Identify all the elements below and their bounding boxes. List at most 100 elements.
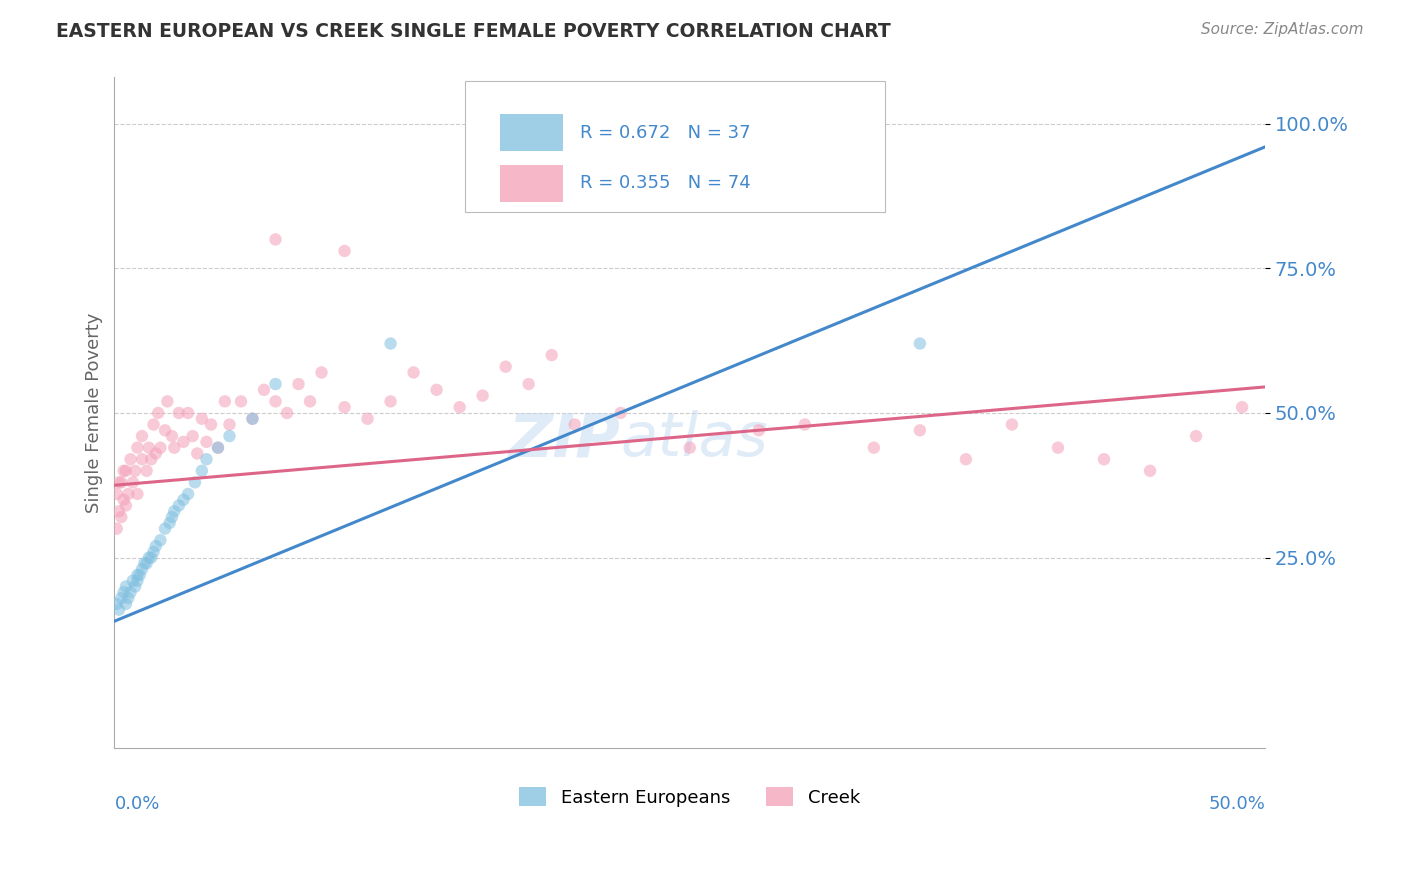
Point <box>264 394 287 409</box>
Point <box>679 441 702 455</box>
Point <box>115 580 138 594</box>
Point <box>115 499 138 513</box>
Point <box>181 429 204 443</box>
Point <box>471 389 494 403</box>
Point <box>167 406 190 420</box>
Point <box>177 406 200 420</box>
Point <box>153 522 176 536</box>
Point <box>184 475 207 490</box>
Point <box>264 377 287 392</box>
Point <box>127 568 149 582</box>
Point <box>110 510 132 524</box>
Point <box>135 464 157 478</box>
Point <box>131 452 153 467</box>
Point <box>127 487 149 501</box>
Point <box>159 516 181 530</box>
Text: 50.0%: 50.0% <box>1208 796 1265 814</box>
Text: 0.0%: 0.0% <box>114 796 160 814</box>
Point <box>177 487 200 501</box>
Point <box>134 557 156 571</box>
Point <box>264 232 287 246</box>
Point <box>311 366 333 380</box>
Point <box>908 423 931 437</box>
Point <box>214 394 236 409</box>
Point <box>172 434 194 449</box>
Point <box>356 411 378 425</box>
Point <box>242 411 264 425</box>
Point <box>195 434 218 449</box>
Point <box>517 377 540 392</box>
Point <box>110 591 132 605</box>
Point <box>793 417 815 432</box>
Point <box>149 533 172 548</box>
Text: ZIP: ZIP <box>509 410 620 469</box>
Point <box>117 487 139 501</box>
Point <box>160 510 183 524</box>
Point <box>145 446 167 460</box>
Point <box>748 423 770 437</box>
Point <box>200 417 222 432</box>
Point <box>141 550 163 565</box>
FancyBboxPatch shape <box>465 81 886 211</box>
Point <box>127 441 149 455</box>
Point <box>117 591 139 605</box>
Point <box>207 441 229 455</box>
Point <box>156 394 179 409</box>
Point <box>112 464 135 478</box>
Point <box>167 499 190 513</box>
Point <box>128 568 150 582</box>
Text: Source: ZipAtlas.com: Source: ZipAtlas.com <box>1201 22 1364 37</box>
Point <box>1185 429 1208 443</box>
Point <box>287 377 309 392</box>
Point <box>142 545 165 559</box>
Point <box>299 394 322 409</box>
Point <box>609 406 631 420</box>
Point <box>145 539 167 553</box>
Point <box>253 383 276 397</box>
Point <box>112 585 135 599</box>
Point <box>141 452 163 467</box>
Point <box>333 400 356 414</box>
Point <box>163 504 186 518</box>
Text: EASTERN EUROPEAN VS CREEK SINGLE FEMALE POVERTY CORRELATION CHART: EASTERN EUROPEAN VS CREEK SINGLE FEMALE … <box>56 22 891 41</box>
Point <box>121 574 143 588</box>
Point <box>380 394 402 409</box>
Point <box>138 441 160 455</box>
Point <box>108 475 131 490</box>
Point <box>564 417 586 432</box>
Point <box>124 464 146 478</box>
Point <box>207 441 229 455</box>
Point <box>127 574 149 588</box>
Point <box>108 602 131 616</box>
Point <box>105 487 128 501</box>
Point <box>908 336 931 351</box>
Point <box>1139 464 1161 478</box>
Point <box>115 464 138 478</box>
Point <box>131 562 153 576</box>
Point <box>191 411 214 425</box>
Point <box>121 475 143 490</box>
Point <box>218 417 240 432</box>
Point <box>1046 441 1069 455</box>
Point <box>112 492 135 507</box>
Point <box>105 522 128 536</box>
Point <box>242 411 264 425</box>
Point <box>163 441 186 455</box>
Point <box>276 406 298 420</box>
FancyBboxPatch shape <box>501 114 564 152</box>
Point <box>333 244 356 258</box>
Point <box>218 429 240 443</box>
Point <box>540 348 562 362</box>
Legend: Eastern Europeans, Creek: Eastern Europeans, Creek <box>519 788 860 806</box>
Point <box>191 464 214 478</box>
Point <box>142 417 165 432</box>
Point <box>149 441 172 455</box>
Point <box>495 359 517 374</box>
Point <box>105 597 128 611</box>
Point <box>402 366 425 380</box>
Point <box>449 400 471 414</box>
Point <box>138 550 160 565</box>
FancyBboxPatch shape <box>501 165 564 202</box>
Point <box>426 383 449 397</box>
Point <box>120 585 142 599</box>
